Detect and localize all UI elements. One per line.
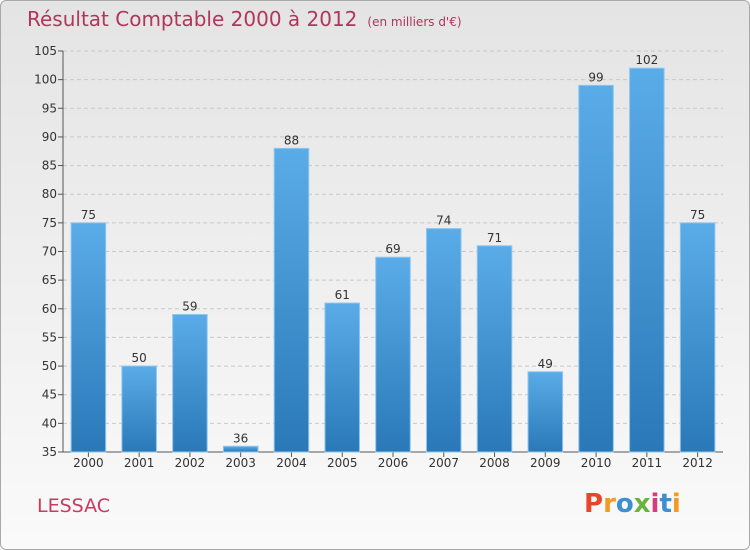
x-tick-label-2004: 2004 <box>276 456 307 470</box>
logo-letter: i <box>650 489 660 519</box>
bar-2002 <box>172 314 208 453</box>
y-tick-label: 90 <box>42 130 57 144</box>
x-tick-label-2003: 2003 <box>225 456 256 470</box>
data-label-2009: 49 <box>538 357 553 371</box>
data-label-2006: 69 <box>385 242 400 256</box>
bar-2003 <box>222 445 259 453</box>
axes: 35 40 45 50 55 60 65 70 75 80 85 90 95 100 105 2000 2001… <box>34 44 723 470</box>
y-tick-label: 55 <box>42 330 57 344</box>
data-label-2007: 74 <box>436 214 451 228</box>
logo-letter: o <box>615 489 634 519</box>
y-tick-label: 95 <box>42 101 57 115</box>
x-tick-label-2012: 2012 <box>682 456 713 470</box>
x-tick-label-2011: 2011 <box>632 456 663 470</box>
bar-2011 <box>629 67 665 453</box>
bar-2010 <box>578 84 614 453</box>
proxiti-logo: Proxiti <box>584 489 681 519</box>
x-tick-label-2002: 2002 <box>175 456 206 470</box>
y-tick-label: 70 <box>42 245 57 259</box>
bar-2006 <box>375 256 411 453</box>
logo-letter: x <box>633 489 651 519</box>
x-tick-label-2007: 2007 <box>428 456 459 470</box>
data-label-2002: 59 <box>182 300 197 314</box>
y-tick-label: 105 <box>34 44 57 58</box>
city-name: LESSAC <box>37 495 110 517</box>
bar-2000 <box>70 222 107 453</box>
data-label-2012: 75 <box>690 208 705 222</box>
y-tick-label: 35 <box>42 445 57 459</box>
y-tick-label: 75 <box>42 216 57 230</box>
data-label-2000: 75 <box>81 208 96 222</box>
bar-2012 <box>679 222 716 453</box>
logo-letter: t <box>659 489 672 519</box>
data-label-2010: 99 <box>588 70 603 84</box>
y-tick-label: 45 <box>42 388 57 402</box>
bar-2009 <box>527 371 564 453</box>
y-tick-label: 40 <box>42 416 57 430</box>
bar-2008 <box>476 245 513 453</box>
y-tick-label: 50 <box>42 359 57 373</box>
chart-subtitle: (en milliers d'€) <box>367 15 462 29</box>
chart-title: Résultat Comptable 2000 à 2012 (en millie… <box>27 7 462 31</box>
data-label-2001: 50 <box>132 351 147 365</box>
x-tick-label-2000: 2000 <box>73 456 104 470</box>
y-tick-label: 85 <box>42 159 57 173</box>
bars: 75 50 59 36 88 61 69 74 71 49 99 102 75 <box>70 53 716 453</box>
x-tick-label-2001: 2001 <box>124 456 155 470</box>
bar-2007 <box>426 228 462 453</box>
bar-2005 <box>324 302 360 453</box>
data-label-2003: 36 <box>233 431 248 445</box>
y-tick-label: 60 <box>42 302 57 316</box>
x-tick-label-2008: 2008 <box>479 456 510 470</box>
data-label-2004: 88 <box>284 133 299 147</box>
x-tick-label-2006: 2006 <box>378 456 409 470</box>
logo-letter: P <box>584 489 604 519</box>
bar-2004 <box>273 147 310 453</box>
logo-letter: r <box>603 489 616 519</box>
x-tick-label-2009: 2009 <box>530 456 561 470</box>
x-tick-label-2005: 2005 <box>327 456 358 470</box>
x-tick-label-2010: 2010 <box>581 456 612 470</box>
bar-2001 <box>121 365 157 453</box>
y-tick-label: 65 <box>42 273 57 287</box>
data-label-2005: 61 <box>335 288 350 302</box>
y-tick-label: 80 <box>42 187 57 201</box>
y-tick-label: 100 <box>34 73 57 87</box>
logo-letter: i <box>671 489 681 519</box>
data-label-2008: 71 <box>487 231 502 245</box>
data-label-2011: 102 <box>635 53 658 67</box>
